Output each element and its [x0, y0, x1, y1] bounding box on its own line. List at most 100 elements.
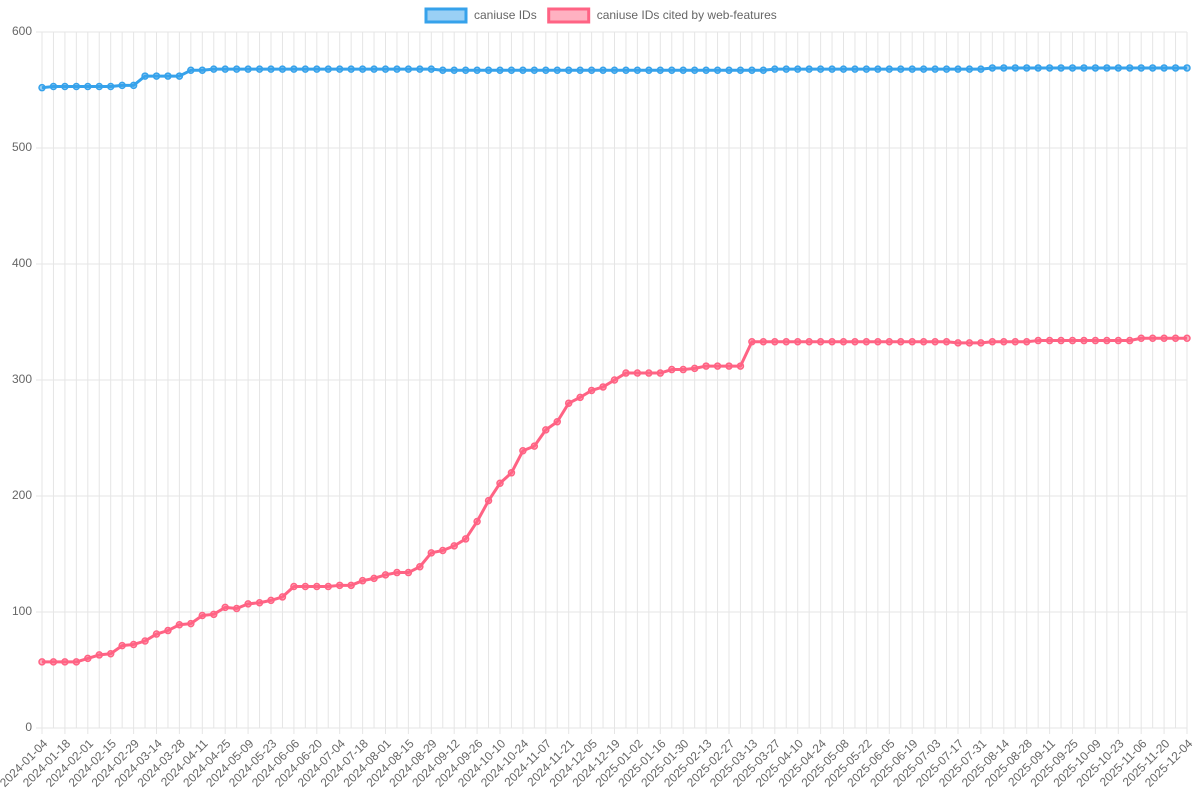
data-point — [1103, 336, 1111, 345]
data-point — [496, 479, 504, 487]
data-point — [1171, 64, 1180, 72]
data-point — [1114, 64, 1123, 72]
data-point — [782, 337, 790, 346]
data-point — [908, 337, 916, 346]
data-point — [851, 65, 859, 73]
data-point — [290, 582, 298, 591]
data-point — [622, 369, 630, 377]
data-point — [793, 337, 802, 346]
data-point — [198, 611, 207, 620]
data-point — [1183, 64, 1191, 72]
data-point — [129, 640, 138, 649]
data-point — [965, 339, 974, 347]
data-point — [610, 66, 619, 75]
data-point — [232, 65, 241, 73]
data-point — [633, 66, 642, 75]
data-point — [931, 65, 939, 73]
data-point — [427, 549, 436, 557]
data-point — [439, 546, 447, 555]
data-point — [72, 82, 81, 91]
legend-label: caniuse IDs cited by web-features — [597, 8, 777, 22]
data-point — [38, 658, 46, 666]
data-point — [942, 65, 951, 73]
data-point — [381, 571, 390, 579]
y-tick-label: 600 — [12, 24, 32, 38]
data-point — [542, 66, 550, 75]
data-point — [267, 596, 275, 605]
data-point — [1000, 337, 1008, 346]
data-point — [49, 658, 58, 666]
data-point — [210, 610, 218, 619]
y-tick-label: 100 — [12, 604, 32, 618]
data-point — [416, 563, 424, 571]
data-point — [1068, 336, 1077, 345]
data-point — [713, 66, 722, 75]
data-point — [255, 598, 264, 607]
data-point — [771, 65, 779, 73]
data-point — [118, 81, 126, 90]
data-point — [72, 658, 81, 666]
data-point — [404, 568, 413, 577]
data-point — [908, 65, 916, 73]
data-point — [1160, 64, 1168, 72]
data-point — [313, 65, 321, 73]
data-point — [381, 65, 390, 73]
data-point — [324, 65, 332, 73]
data-point — [335, 65, 344, 73]
data-point — [95, 82, 103, 91]
data-point — [587, 386, 596, 395]
data-point — [267, 65, 275, 73]
data-point — [725, 66, 733, 75]
data-point — [290, 65, 298, 73]
data-point — [942, 337, 951, 346]
data-point — [347, 65, 355, 73]
data-point — [828, 65, 836, 73]
data-point — [954, 339, 962, 347]
data-point — [49, 82, 58, 91]
data-point — [496, 66, 504, 75]
data-point — [839, 337, 848, 346]
data-point — [553, 66, 561, 75]
data-point — [1057, 336, 1065, 345]
data-point — [484, 66, 493, 75]
data-point — [599, 383, 607, 391]
data-point — [736, 66, 745, 75]
data-point — [645, 369, 653, 377]
data-point — [1034, 64, 1042, 72]
data-point — [690, 364, 699, 373]
legend-label: caniuse IDs — [474, 8, 537, 22]
data-point — [106, 650, 115, 658]
data-point — [713, 362, 722, 370]
data-point — [656, 66, 665, 75]
data-point — [1091, 64, 1100, 72]
data-point — [278, 593, 287, 601]
data-point — [164, 72, 172, 80]
data-point — [358, 576, 367, 585]
data-point — [839, 65, 848, 73]
data-point — [759, 337, 768, 346]
data-point — [954, 65, 962, 73]
data-point — [1000, 64, 1008, 72]
data-point — [473, 66, 481, 75]
data-point — [393, 568, 401, 577]
y-tick-label: 500 — [12, 140, 32, 154]
data-point — [1103, 64, 1111, 72]
legend-swatch — [424, 7, 468, 24]
data-point — [301, 582, 310, 591]
data-point — [61, 658, 69, 666]
y-tick-label: 300 — [12, 372, 32, 386]
data-point — [885, 65, 894, 73]
data-point — [175, 72, 184, 80]
data-point — [324, 582, 332, 591]
data-point — [576, 66, 584, 75]
data-point — [576, 393, 584, 402]
data-point — [118, 641, 126, 650]
data-point — [507, 469, 516, 477]
data-point — [278, 65, 287, 73]
data-point — [1137, 334, 1145, 342]
data-point — [38, 83, 46, 92]
data-point — [553, 418, 561, 426]
data-point — [1022, 337, 1031, 346]
data-point — [564, 399, 573, 407]
data-point — [965, 65, 974, 73]
